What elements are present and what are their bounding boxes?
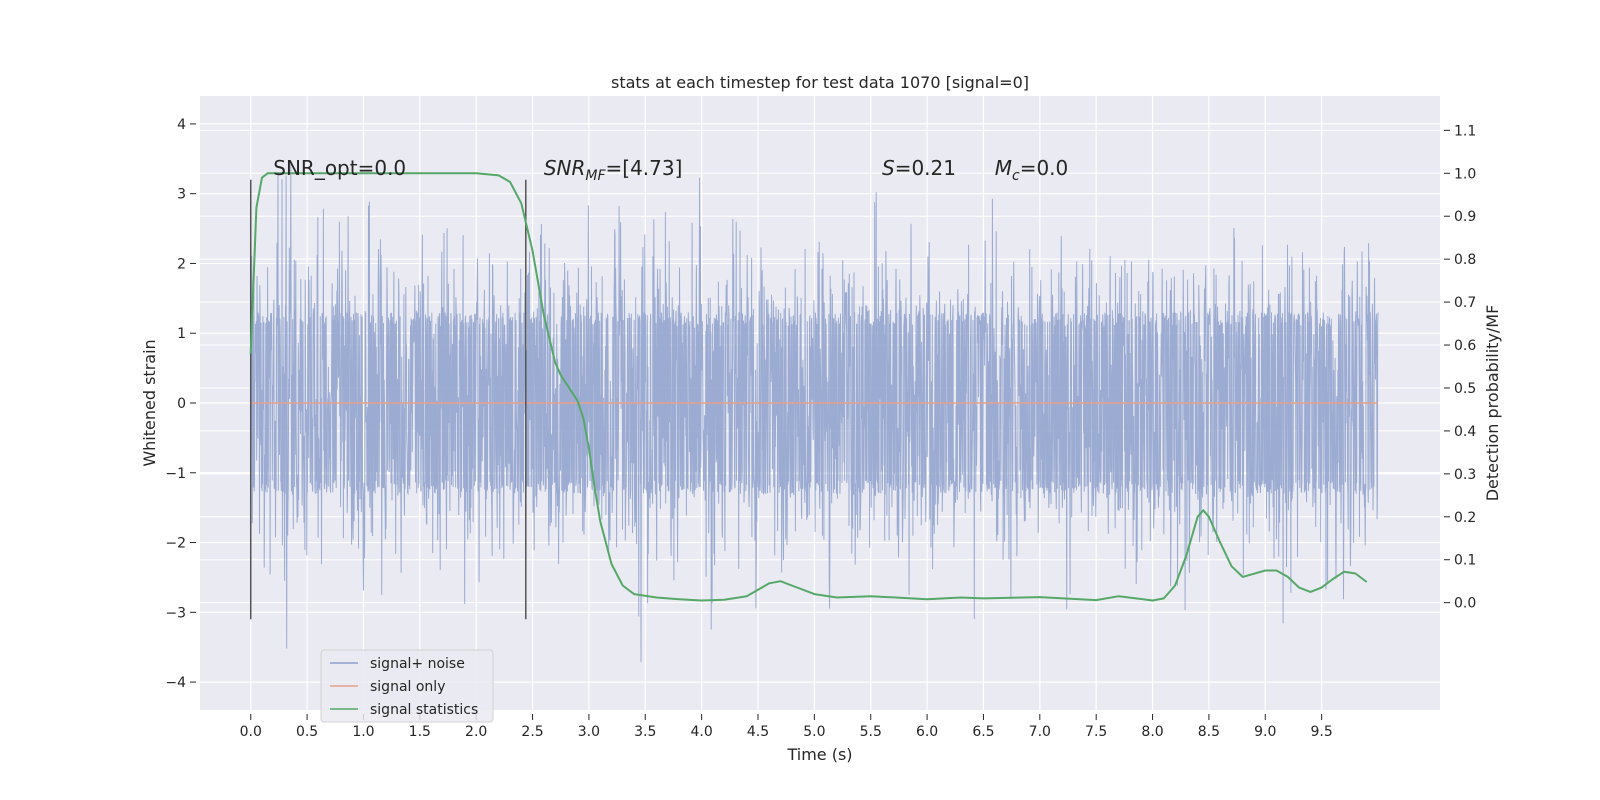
noise-trace bbox=[250, 163, 1379, 663]
y-tick-label: 2 bbox=[177, 256, 186, 272]
legend-label-signal-statistics: signal statistics bbox=[370, 702, 478, 718]
y-right-axis-label: Detection probability/MF bbox=[1483, 305, 1502, 502]
y-right-tick-label: 0.4 bbox=[1454, 424, 1476, 440]
y-right-axis-ticks: 0.0 0.1 0.2 0.3 0.4 0.5 0.6 0.7 0.8 0.9 1.0 1.1 bbox=[1444, 123, 1476, 612]
x-tick-label: 2.0 bbox=[465, 724, 487, 740]
annotation-snr_mf: SNRMF=[4.73] bbox=[544, 156, 683, 184]
y-tick-label: 4 bbox=[177, 117, 186, 133]
x-tick-label: 4.5 bbox=[747, 724, 769, 740]
y-tick-label: −3 bbox=[165, 605, 186, 621]
annotation-stat: S=0.21 bbox=[882, 156, 956, 180]
y-right-tick-label: 0.8 bbox=[1454, 252, 1476, 268]
x-tick-label: 1.0 bbox=[352, 724, 374, 740]
x-tick-label: 0.0 bbox=[240, 724, 262, 740]
annotation-snr_opt: SNR_opt=0.0 bbox=[273, 156, 406, 180]
legend-label-signal-noise: signal+ noise bbox=[370, 656, 465, 672]
y-axis-label: Whitened strain bbox=[140, 339, 159, 466]
y-tick-label: 1 bbox=[177, 326, 186, 342]
y-right-tick-label: 0.7 bbox=[1454, 295, 1476, 311]
x-tick-label: 5.0 bbox=[803, 724, 825, 740]
x-tick-label: 8.0 bbox=[1141, 724, 1163, 740]
legend-box bbox=[320, 649, 494, 723]
x-tick-label: 9.0 bbox=[1254, 724, 1276, 740]
y-right-tick-label: 0.9 bbox=[1454, 209, 1476, 225]
y-tick-label: −4 bbox=[165, 675, 186, 691]
y-tick-label: −2 bbox=[165, 536, 186, 552]
y-right-tick-label: 1.0 bbox=[1454, 166, 1476, 182]
y-right-tick-label: 0.2 bbox=[1454, 510, 1476, 526]
y-right-tick-label: 0.3 bbox=[1454, 467, 1476, 483]
series-signal-statistics bbox=[249, 172, 1368, 602]
y-right-tick-label: 0.1 bbox=[1454, 553, 1476, 569]
y-right-tick-label: 0.6 bbox=[1454, 338, 1476, 354]
x-tick-label: 3.5 bbox=[634, 724, 656, 740]
x-tick-label: 9.5 bbox=[1311, 724, 1333, 740]
x-tick-label: 4.0 bbox=[691, 724, 713, 740]
x-tick-label: 8.5 bbox=[1198, 724, 1220, 740]
x-tick-label: 7.5 bbox=[1085, 724, 1107, 740]
chart-title: stats at each timestep for test data 107… bbox=[611, 73, 1029, 92]
y-tick-label: −1 bbox=[165, 466, 186, 482]
signal-statistics-line bbox=[249, 172, 1368, 602]
x-axis-ticks: 0.0 0.5 1.0 1.5 2.0 2.5 3.0 3.5 4.0 4.5 5.0 5.5 6.0 6… bbox=[240, 714, 1333, 740]
x-tick-label: 1.5 bbox=[409, 724, 431, 740]
legend-label-signal-only: signal only bbox=[370, 679, 445, 695]
y-tick-label: 3 bbox=[177, 187, 186, 203]
vertical-markers bbox=[249, 179, 527, 620]
x-tick-label: 2.5 bbox=[521, 724, 543, 740]
x-tick-label: 3.0 bbox=[578, 724, 600, 740]
x-tick-label: 7.0 bbox=[1029, 724, 1051, 740]
y-axis-ticks: −4 −3 −2 −1 0 1 2 3 4 bbox=[165, 117, 196, 691]
x-tick-label: 6.5 bbox=[972, 724, 994, 740]
legend: signal+ noise signal only signal statist… bbox=[320, 649, 494, 723]
x-axis-label: Time (s) bbox=[786, 745, 852, 764]
x-tick-label: 5.5 bbox=[860, 724, 882, 740]
annotation-mchirp: Mc=0.0 bbox=[995, 156, 1069, 184]
annotations: SNR_opt=0.0 SNRMF=[4.73] S=0.21 Mc=0.0 bbox=[273, 156, 1068, 184]
x-tick-label: 0.5 bbox=[296, 724, 318, 740]
y-right-tick-label: 0.0 bbox=[1454, 596, 1476, 612]
series-signal-noise bbox=[250, 163, 1379, 663]
y-tick-label: 0 bbox=[177, 396, 186, 412]
y-right-tick-label: 1.1 bbox=[1454, 123, 1476, 139]
y-right-tick-label: 0.5 bbox=[1454, 381, 1476, 397]
x-tick-label: 6.0 bbox=[916, 724, 938, 740]
